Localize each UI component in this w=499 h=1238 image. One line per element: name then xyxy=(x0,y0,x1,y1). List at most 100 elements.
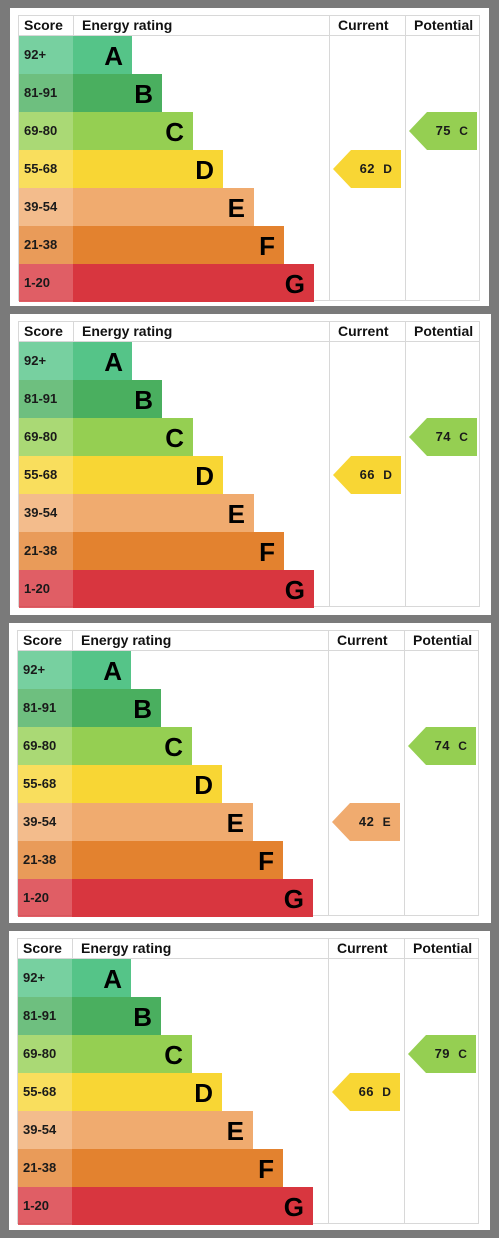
rating-band-letter: A xyxy=(103,656,122,686)
current-rating-value: 66 xyxy=(359,467,376,482)
rating-band-letter: F xyxy=(259,537,275,567)
rating-band-bar: D xyxy=(72,765,222,803)
rating-band-bar: E xyxy=(72,1111,253,1149)
score-range-label: 69-80 xyxy=(23,738,57,753)
potential-rating-label: 79 C xyxy=(430,1035,472,1073)
rating-band-bar: B xyxy=(72,997,161,1035)
potential-rating-arrow: 74 C xyxy=(408,727,476,765)
header-current: Current xyxy=(337,632,388,648)
score-range-label: 55-68 xyxy=(24,161,58,176)
header-divider xyxy=(19,341,479,342)
rating-band-bar: A xyxy=(73,342,132,380)
score-range-label: 55-68 xyxy=(23,1084,57,1099)
score-range-label: 55-68 xyxy=(24,467,58,482)
score-range-cell xyxy=(19,418,73,456)
rating-band-letter: G xyxy=(284,575,305,605)
header-energy-rating: Energy rating xyxy=(82,17,173,33)
score-range-cell xyxy=(19,112,73,150)
rating-band-bar: G xyxy=(72,879,313,917)
score-range-label: 1-20 xyxy=(23,890,50,905)
potential-rating-value: 74 xyxy=(435,429,452,444)
potential-rating-label: 74 C xyxy=(430,727,472,765)
score-range-cell xyxy=(18,841,72,879)
score-range-cell xyxy=(19,150,73,188)
current-rating-label: 42 E xyxy=(354,803,396,841)
rating-band-letter: A xyxy=(103,964,122,994)
score-range-label: 81-91 xyxy=(24,391,58,406)
rating-band-bar: D xyxy=(73,150,223,188)
score-range-label: 39-54 xyxy=(24,505,58,520)
current-rating-band: E xyxy=(382,815,392,829)
rating-band-bar: G xyxy=(72,1187,313,1225)
score-range-cell xyxy=(18,803,72,841)
header-divider xyxy=(18,958,478,959)
score-range-cell xyxy=(18,1149,72,1187)
rating-band-letter: B xyxy=(133,694,152,724)
rating-band-letter: A xyxy=(104,347,123,377)
rating-band-letter: G xyxy=(283,884,304,914)
potential-rating-band: C xyxy=(458,739,468,753)
current-rating-arrow: 62 D xyxy=(333,150,401,188)
current-rating-value: 66 xyxy=(358,1084,375,1099)
score-range-cell xyxy=(18,1111,72,1149)
column-divider xyxy=(405,322,406,606)
current-rating-band: D xyxy=(383,162,393,176)
rating-band-bar: F xyxy=(72,1149,283,1187)
score-range-label: 55-68 xyxy=(23,776,57,791)
rating-band-bar: E xyxy=(72,803,253,841)
score-range-cell xyxy=(18,997,72,1035)
epc-grid: Score Energy rating Current Potential 92+ A 81… xyxy=(18,15,480,302)
score-range-cell xyxy=(19,188,73,226)
rating-band-bar: F xyxy=(72,841,283,879)
header-current: Current xyxy=(338,323,389,339)
rating-band-bar: A xyxy=(72,959,131,997)
header-potential: Potential xyxy=(413,940,473,956)
rating-band-letter: D xyxy=(194,770,213,800)
epc-panel: Score Energy rating Current Potential 92+ A 81… xyxy=(9,931,490,1230)
header-score: Score xyxy=(24,17,63,33)
potential-rating-band: C xyxy=(458,1047,468,1061)
rating-band-bar: C xyxy=(72,1035,192,1073)
epc-grid: Score Energy rating Current Potential 92+ A 81… xyxy=(17,938,479,1225)
score-range-label: 1-20 xyxy=(24,581,51,596)
score-range-label: 39-54 xyxy=(23,1122,57,1137)
rating-band-bar: G xyxy=(73,264,314,302)
rating-band-letter: E xyxy=(227,499,245,529)
score-range-cell xyxy=(18,651,72,689)
rating-band-letter: C xyxy=(165,423,184,453)
current-rating-band: D xyxy=(383,468,393,482)
current-rating-label: 62 D xyxy=(355,150,397,188)
current-rating-arrow: 66 D xyxy=(332,1073,400,1111)
score-range-label: 81-91 xyxy=(23,1008,57,1023)
potential-rating-label: 74 C xyxy=(431,418,473,456)
epc-panel: Score Energy rating Current Potential 92+ A 81… xyxy=(10,8,489,306)
score-range-cell xyxy=(18,1035,72,1073)
potential-rating-value: 79 xyxy=(434,1046,451,1061)
score-range-label: 21-38 xyxy=(23,852,57,867)
rating-band-letter: B xyxy=(134,79,153,109)
rating-band-bar: C xyxy=(73,418,193,456)
potential-rating-arrow: 74 C xyxy=(409,418,477,456)
potential-rating-label: 75 C xyxy=(431,112,473,150)
rating-band-bar: B xyxy=(73,380,162,418)
score-range-label: 21-38 xyxy=(23,1160,57,1175)
score-range-label: 92+ xyxy=(24,47,47,62)
rating-band-letter: F xyxy=(258,846,274,876)
header-energy-rating: Energy rating xyxy=(81,632,172,648)
potential-rating-arrow: 79 C xyxy=(408,1035,476,1073)
column-divider xyxy=(404,631,405,915)
column-divider xyxy=(328,939,329,1223)
rating-band-bar: B xyxy=(72,689,161,727)
score-range-cell xyxy=(19,494,73,532)
score-range-cell xyxy=(19,226,73,264)
column-divider xyxy=(329,16,330,300)
column-divider xyxy=(328,631,329,915)
rating-band-bar: B xyxy=(73,74,162,112)
score-range-cell xyxy=(18,765,72,803)
current-rating-value: 42 xyxy=(358,814,375,829)
rating-band-letter: C xyxy=(164,732,183,762)
rating-band-bar: G xyxy=(73,570,314,608)
score-range-label: 81-91 xyxy=(23,700,57,715)
epc-panel: Score Energy rating Current Potential 92+ A 81… xyxy=(10,314,491,615)
potential-rating-value: 74 xyxy=(434,738,451,753)
